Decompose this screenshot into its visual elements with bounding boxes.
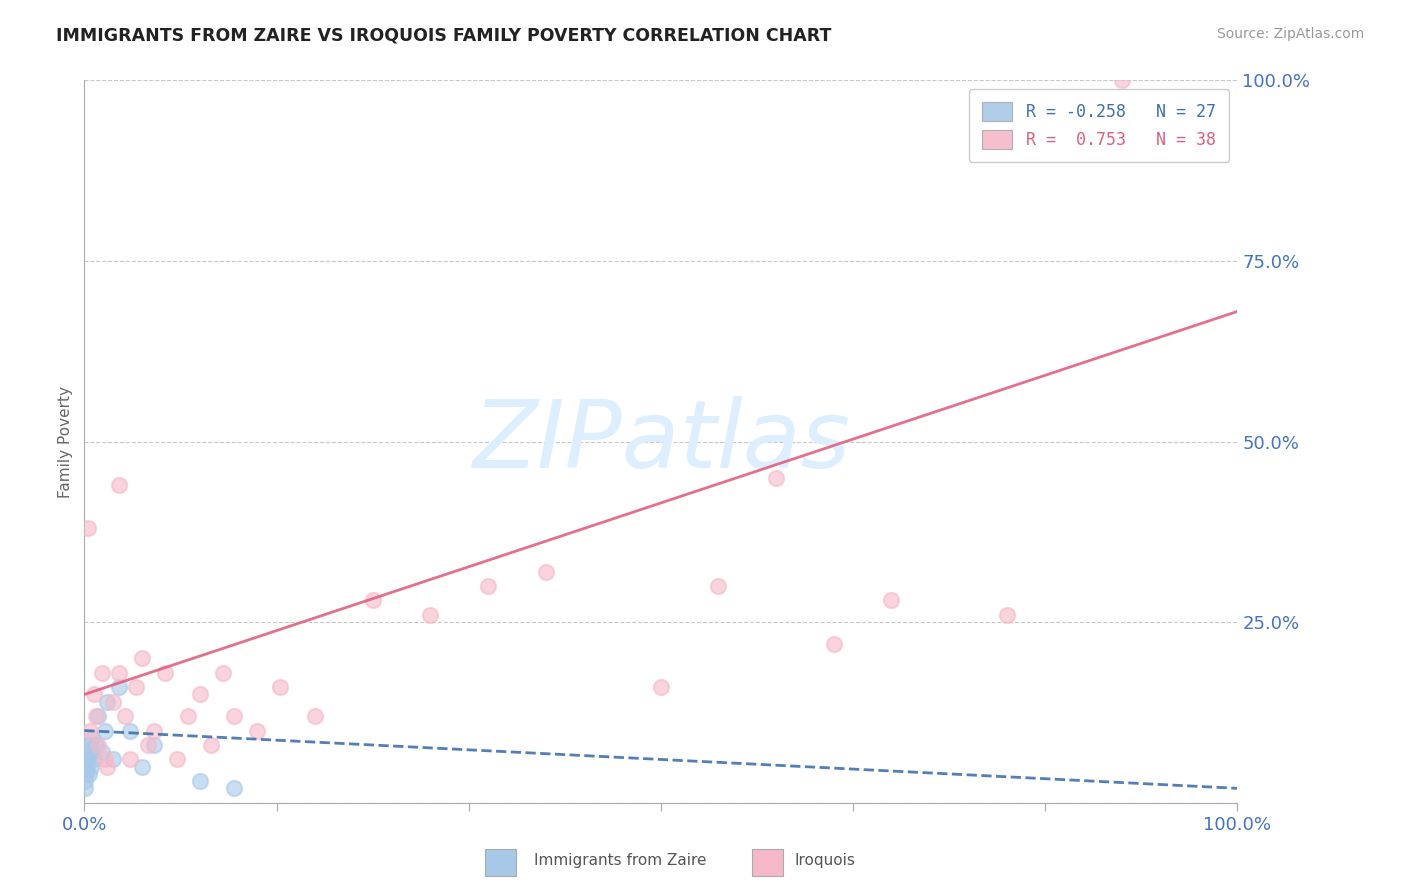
Point [83,687,105,701]
Point [120,723,142,738]
Point [96,695,118,709]
Point [90,665,112,680]
Point [114,709,136,723]
Point [90,745,112,759]
Point [108,478,131,492]
Point [419,607,441,622]
Point [125,680,148,694]
Point [76,738,98,752]
Text: Immigrants from Zaire: Immigrants from Zaire [534,854,707,868]
Point [75,774,97,789]
Y-axis label: Family Poverty: Family Poverty [58,385,73,498]
Point [94,723,117,738]
Point [82,731,104,745]
Point [84,709,107,723]
Text: Iroquois: Iroquois [794,854,855,868]
Point [108,680,131,694]
Point [361,593,384,607]
Point [76,756,98,770]
Point [131,760,153,774]
Point [103,752,124,766]
Point [87,709,110,723]
Point [650,680,672,694]
Point [77,767,100,781]
Point [188,774,211,789]
Point [823,637,845,651]
Point [75,760,97,774]
Point [1111,73,1133,87]
Point [224,781,246,796]
Point [75,764,97,778]
Point [136,738,159,752]
Point [131,651,153,665]
Point [534,565,557,579]
Point [166,752,188,766]
Point [153,665,176,680]
Point [765,471,787,485]
Point [269,680,291,694]
Point [94,752,117,766]
Point [76,745,98,759]
Point [142,723,165,738]
Point [79,745,101,759]
Point [304,709,326,723]
Point [84,738,107,752]
Point [87,738,110,752]
Text: ZIPatlas: ZIPatlas [472,396,849,487]
Text: IMMIGRANTS FROM ZAIRE VS IROQUOIS FAMILY POVERTY CORRELATION CHART: IMMIGRANTS FROM ZAIRE VS IROQUOIS FAMILY… [56,27,831,45]
Point [83,752,105,766]
Point [477,579,499,593]
Point [142,738,165,752]
Point [707,579,730,593]
Point [80,760,103,774]
Point [995,607,1018,622]
Point [246,723,269,738]
Legend: R = -0.258   N = 27, R =  0.753   N = 38: R = -0.258 N = 27, R = 0.753 N = 38 [969,88,1229,162]
Point [79,723,101,738]
Point [200,738,222,752]
Point [96,760,118,774]
Point [75,752,97,766]
Point [188,687,211,701]
Point [177,709,200,723]
Point [103,695,124,709]
Point [108,665,131,680]
Point [77,752,100,766]
Point [73,781,96,796]
Point [211,665,233,680]
Point [224,709,246,723]
Point [120,752,142,766]
Text: Source: ZipAtlas.com: Source: ZipAtlas.com [1216,27,1364,41]
Point [880,593,903,607]
Point [75,767,97,781]
Point [76,521,98,535]
